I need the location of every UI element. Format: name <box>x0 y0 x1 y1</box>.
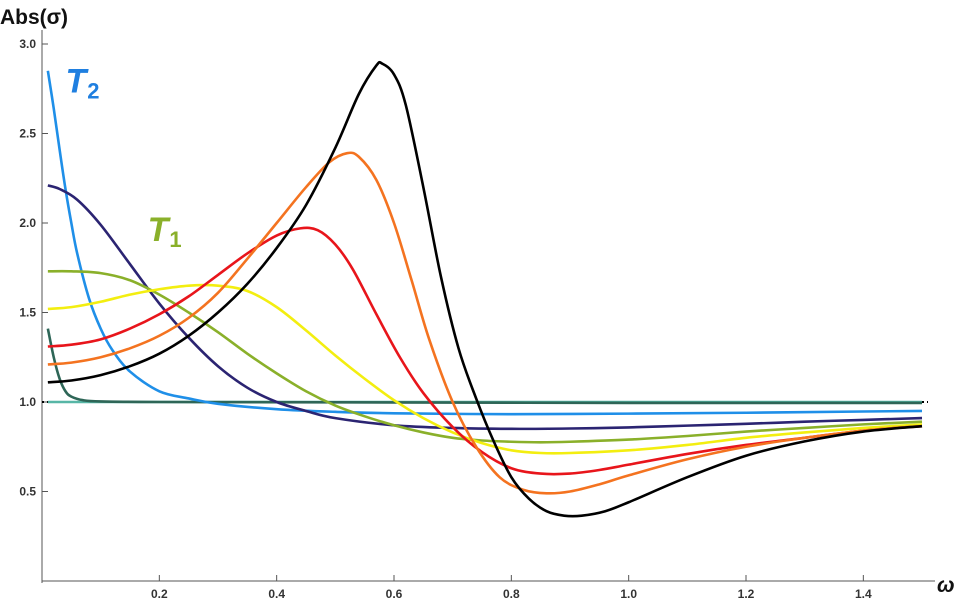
y-axis-label: Abs(σ) <box>0 6 68 29</box>
series-line <box>47 151 923 495</box>
series-line <box>47 283 923 455</box>
x-tick-label: 0.4 <box>268 587 285 601</box>
y-tick-label: 2.0 <box>19 216 36 230</box>
y-tick-label: 0.5 <box>19 485 36 499</box>
y-ticks: 0.5 1.0 1.5 2.0 2.5 3.0 <box>19 37 48 499</box>
curve-annotation: T2 <box>65 62 99 103</box>
series-line <box>47 60 923 518</box>
annotation-subscript: 2 <box>87 78 99 103</box>
axes: 0.2 0.4 0.6 0.8 1.0 1.2 1.4 0.5 1.0 1.5 2.0 2.5 3.0 <box>19 30 935 601</box>
curve-annotation: T1 <box>148 211 182 252</box>
x-axis-label: ω <box>937 574 955 597</box>
series-line <box>46 328 923 405</box>
y-tick-label: 1.0 <box>19 395 36 409</box>
x-tick-label: 1.0 <box>620 587 637 601</box>
x-tick-label: 0.8 <box>503 587 520 601</box>
x-tick-label: 0.2 <box>151 587 168 601</box>
series-line <box>47 184 923 431</box>
annotation-text: T <box>65 62 89 100</box>
series-line <box>46 70 923 416</box>
y-tick-label: 3.0 <box>19 37 36 51</box>
x-tick-label: 1.4 <box>855 587 872 601</box>
x-ticks: 0.2 0.4 0.6 0.8 1.0 1.2 1.4 <box>151 575 872 601</box>
x-tick-label: 1.2 <box>738 587 755 601</box>
series-line <box>47 226 923 476</box>
annotation-subscript: 1 <box>169 227 181 252</box>
x-tick-label: 0.6 <box>386 587 403 601</box>
series-line <box>47 269 923 444</box>
series-group <box>46 60 923 518</box>
annotation-text: T <box>148 211 172 249</box>
y-tick-label: 2.5 <box>19 127 36 141</box>
y-tick-label: 1.5 <box>19 306 36 320</box>
